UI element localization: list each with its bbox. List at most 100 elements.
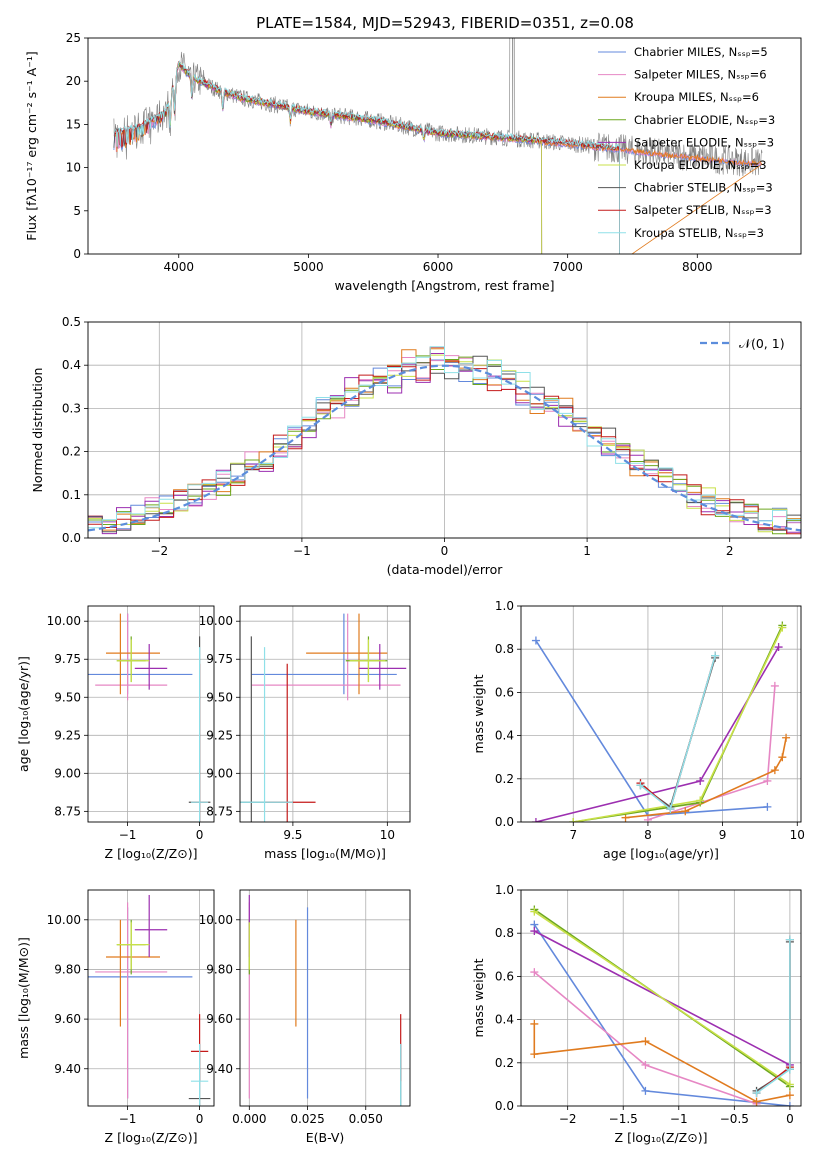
y-tick-label: 8.75	[54, 804, 81, 818]
y-tick-label: 9.60	[206, 1012, 233, 1026]
y-axis-label: Flux [fλ10⁻¹⁷ erg cm⁻² s⁻¹ A⁻¹]	[24, 51, 39, 240]
plot-area-mass_vs_ebv	[248, 894, 402, 1106]
panel-age_vs_Z: −1 0 8.75 9.00 9.25 9.50 9.75 10.00 Z [log₁₀(Z/Z…	[16, 605, 215, 861]
axes-frame	[87, 37, 802, 255]
mass-weight-marker	[770, 766, 779, 775]
mass-weight-marker	[711, 651, 720, 660]
mass-weight-marker	[763, 802, 772, 811]
y-tick-label: 9.40	[206, 1062, 233, 1076]
mass-weight-line	[625, 737, 787, 819]
mass-weight-marker	[569, 818, 578, 822]
mass-weight-marker	[778, 623, 787, 632]
x-tick-label: −1.5	[609, 1112, 638, 1126]
axes-frame	[87, 889, 215, 1107]
x-tick-label: −1	[670, 1112, 688, 1126]
mass-weight-marker	[530, 1050, 539, 1059]
y-tick-label: 10.00	[47, 614, 81, 628]
mass-weight-marker	[530, 1019, 539, 1028]
mass-weight-marker	[785, 1080, 794, 1089]
mass-weight-marker	[696, 796, 705, 805]
y-tick-label: 0.1	[62, 488, 81, 502]
legend-entry: Chabrier ELODIE, Nₛₛₚ=3	[634, 113, 775, 127]
y-tick-label: 1.0	[495, 599, 514, 613]
mass-weight-line	[533, 910, 791, 1086]
model-spectrum-line	[165, 61, 543, 254]
mass-weight-marker	[785, 935, 794, 944]
y-tick-label: 5	[73, 204, 81, 218]
y-tick-label: 15	[66, 117, 81, 131]
x-tick-label: −2	[559, 1112, 577, 1126]
x-tick-label: −1	[119, 828, 137, 842]
mass-weight-marker	[681, 807, 690, 816]
x-axis-label: E(B-V)	[306, 1130, 345, 1145]
mass-weight-line	[573, 625, 784, 822]
x-axis-label: Z [log₁₀(Z/Z⊙)]	[615, 1130, 708, 1145]
y-tick-label: 0.0	[495, 815, 514, 829]
x-axis-label: Z [log₁₀(Z/Z⊙)]	[105, 846, 198, 861]
x-tick-label: 10	[380, 828, 395, 842]
mass-weight-marker	[778, 753, 787, 762]
y-tick-label: 0.4	[495, 1013, 514, 1027]
y-tick-label: 9.80	[206, 962, 233, 976]
legend-entry: Kroupa ELODIE, Nₛₛₚ=3	[634, 158, 767, 172]
plot-area-age_vs_Z	[88, 613, 211, 822]
plot-area-massweight_vs_age	[531, 621, 791, 822]
y-tick-label: 0.6	[495, 969, 514, 983]
panel-residuals: −2 −1 0 1 2 0.0 0.1 0.2 0.3 0.4 0.5 (data-model)/er…	[30, 315, 802, 577]
x-tick-label: 0	[786, 1112, 794, 1126]
y-tick-label: 9.60	[54, 1012, 81, 1026]
y-tick-label: 0.4	[495, 729, 514, 743]
y-tick-label: 25	[66, 31, 81, 45]
axes-frame	[239, 605, 411, 823]
mass-weight-marker	[774, 643, 783, 652]
panel-age_vs_mass: 9.5 10 8.75 9.00 9.25 9.50 9.75 10.00 mass [log₁…	[199, 605, 411, 861]
x-axis-label: mass [log₁₀(M/M⊙)]	[264, 846, 386, 861]
panel-spectrum: 4000 5000 6000 7000 8000 0 5 10 15 20 25 wavelength…	[24, 31, 802, 293]
x-tick-label: 4000	[163, 260, 194, 274]
model-spectrum-line	[113, 60, 620, 254]
plot-area-mass_vs_Z	[88, 894, 211, 1106]
x-tick-label: −0.5	[720, 1112, 749, 1126]
y-tick-label: 10	[66, 161, 81, 175]
mass-weight-line	[640, 655, 716, 811]
y-axis-label: mass weight	[471, 674, 486, 753]
y-tick-label: 9.25	[54, 728, 81, 742]
y-tick-label: 0.4	[62, 358, 81, 372]
x-tick-label: −1	[119, 1112, 137, 1126]
mass-weight-marker	[641, 1086, 650, 1095]
plot-area-massweight_vs_Z	[530, 905, 794, 1106]
x-tick-label: 2	[726, 544, 734, 558]
legend-entry: Salpeter ELODIE, Nₛₛₚ=3	[634, 135, 774, 149]
x-tick-label: 7	[569, 828, 577, 842]
y-tick-label: 0.2	[495, 772, 514, 786]
x-tick-label: −1	[293, 544, 311, 558]
figure-title: PLATE=1584, MJD=52943, FIBERID=0351, z=0…	[256, 14, 634, 32]
mass-weight-marker	[696, 776, 705, 785]
y-tick-label: 9.50	[54, 690, 81, 704]
y-tick-label: 10.00	[199, 913, 233, 927]
mass-weight-marker	[785, 1102, 794, 1106]
panel-mass_vs_ebv: 0.000 0.025 0.050 9.40 9.60 9.80 10.00 E(B-V)	[199, 889, 411, 1145]
x-tick-label: 8000	[682, 260, 713, 274]
axes-frame	[520, 605, 802, 823]
panel-massweight_vs_age: 7 8 9 10 0.0 0.2 0.4 0.6 0.8 1.0 age [log₁₀(age/yr…	[471, 599, 805, 861]
mass-weight-marker	[770, 681, 779, 690]
x-tick-label: 7000	[552, 260, 583, 274]
y-tick-label: 9.80	[54, 962, 81, 976]
x-tick-label: 8	[644, 828, 652, 842]
y-tick-label: 0.0	[495, 1099, 514, 1113]
mass-weight-marker	[636, 781, 645, 790]
mass-weight-line	[756, 939, 791, 1094]
x-tick-label: −2	[150, 544, 168, 558]
y-tick-label: 9.75	[54, 652, 81, 666]
y-tick-label: 0.8	[495, 642, 514, 656]
x-tick-label: 9.5	[283, 828, 302, 842]
mass-weight-marker	[785, 1091, 794, 1100]
x-axis-label: Z [log₁₀(Z/Z⊙)]	[105, 1130, 198, 1145]
mass-weight-marker	[530, 907, 539, 916]
mass-weight-marker	[763, 776, 772, 785]
x-tick-label: 5000	[293, 260, 324, 274]
model-spectrum-line	[113, 62, 620, 254]
axes-frame	[87, 321, 802, 539]
mass-weight-line	[573, 627, 784, 822]
